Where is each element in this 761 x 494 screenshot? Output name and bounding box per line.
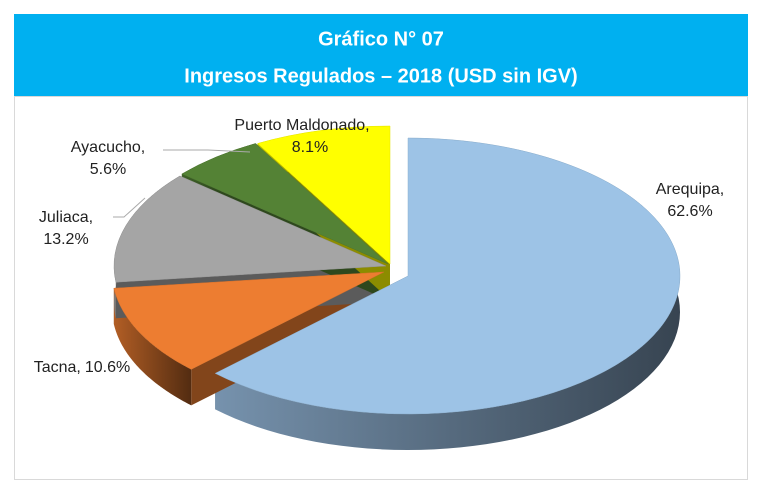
chart-title: Gráfico N° 07 xyxy=(318,28,444,50)
value-label: 10.6% xyxy=(85,359,130,376)
slice xyxy=(181,143,389,265)
value-label: 62.6% xyxy=(667,203,712,220)
slice xyxy=(113,271,385,370)
slice xyxy=(214,137,681,415)
value-label: 5.6% xyxy=(90,161,126,178)
title-banner xyxy=(14,14,748,96)
value-label: 8.1% xyxy=(292,139,328,156)
leader-line xyxy=(113,197,146,218)
leader-line xyxy=(163,149,251,153)
data-labels: Arequipa, 62.6% Tacna, 10.6% Juliaca, 13.2% Ay… xyxy=(34,117,725,376)
slice xyxy=(113,175,387,283)
category-label: Ayacucho, xyxy=(71,139,145,156)
value-label: 13.2% xyxy=(43,231,88,248)
chart-subtitle: Ingresos Regulados – 2018 (USD sin IGV) xyxy=(184,65,577,87)
category-label: Juliaca, xyxy=(39,209,93,226)
category-label: Puerto Maldonado, xyxy=(234,117,369,134)
category-label: Arequipa, xyxy=(656,181,725,198)
slice-side xyxy=(113,288,192,406)
category-label: Tacna, xyxy=(34,359,81,376)
slice-tops xyxy=(113,125,681,415)
slice-side xyxy=(215,138,680,450)
data-label: Tacna, 10.6% xyxy=(34,359,131,376)
slice xyxy=(257,125,391,265)
